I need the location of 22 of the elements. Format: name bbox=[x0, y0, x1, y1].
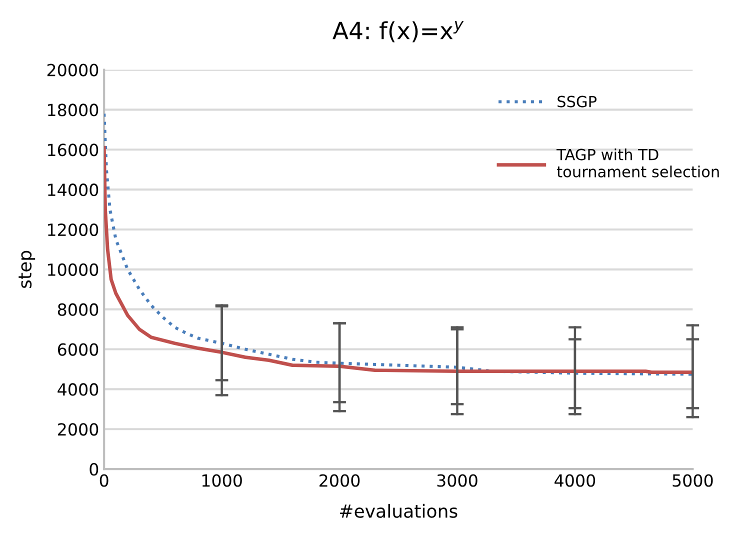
y-tick-label: 6000 bbox=[58, 343, 98, 356]
y-tick-label: 10000 bbox=[48, 263, 98, 276]
y-axis-title: step bbox=[18, 250, 36, 288]
legend-label: SSGP bbox=[558, 96, 597, 108]
y-tick-label: 0 bbox=[90, 463, 98, 476]
x-tick-label: 0 bbox=[100, 474, 108, 487]
y-tick-label: 14000 bbox=[48, 184, 98, 196]
x-tick-label: 4000 bbox=[554, 474, 596, 487]
x-tick-label: 1000 bbox=[202, 474, 242, 487]
x-tick-label: 5000 bbox=[672, 474, 713, 487]
legend-label: TAGP with TD tournament selection bbox=[556, 148, 719, 178]
y-tick-label: 2000 bbox=[58, 423, 98, 436]
y-tick-label: 8000 bbox=[58, 303, 98, 316]
x-tick-label: 3000 bbox=[437, 474, 478, 487]
y-tick-label: 4000 bbox=[58, 383, 98, 396]
y-tick-label: 16000 bbox=[48, 144, 98, 156]
chart-title: A4: f(x)=x$^{y}$ bbox=[332, 21, 464, 42]
y-tick-label: 18000 bbox=[48, 104, 98, 116]
x-axis-title: #evaluations bbox=[340, 504, 458, 518]
x-tick-label: 2000 bbox=[320, 474, 360, 487]
y-tick-label: 20000 bbox=[47, 64, 98, 76]
y-tick-label: 12000 bbox=[48, 223, 98, 236]
